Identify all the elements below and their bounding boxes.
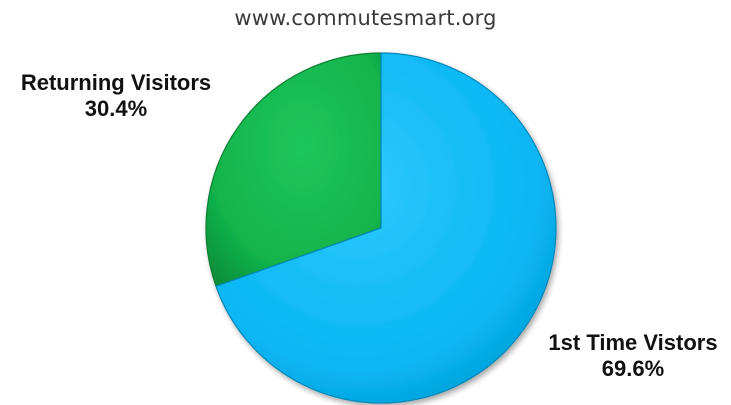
slice-category-returning: Returning Visitors bbox=[20, 70, 212, 95]
slice-category-first-time: 1st Time Vistors bbox=[548, 330, 718, 355]
slice-value-returning: 30.4% bbox=[84, 96, 148, 121]
pie-slice-first-time bbox=[215, 52, 557, 404]
pie-slice-returning bbox=[205, 52, 382, 287]
slice-value-first-time: 69.6% bbox=[601, 356, 665, 381]
chart-title: www.commutesmart.org bbox=[234, 6, 497, 30]
slice-label-returning: Returning Visitors 30.4% bbox=[0, 70, 232, 122]
slice-label-first-time: 1st Time Vistors 69.6% bbox=[520, 330, 731, 382]
